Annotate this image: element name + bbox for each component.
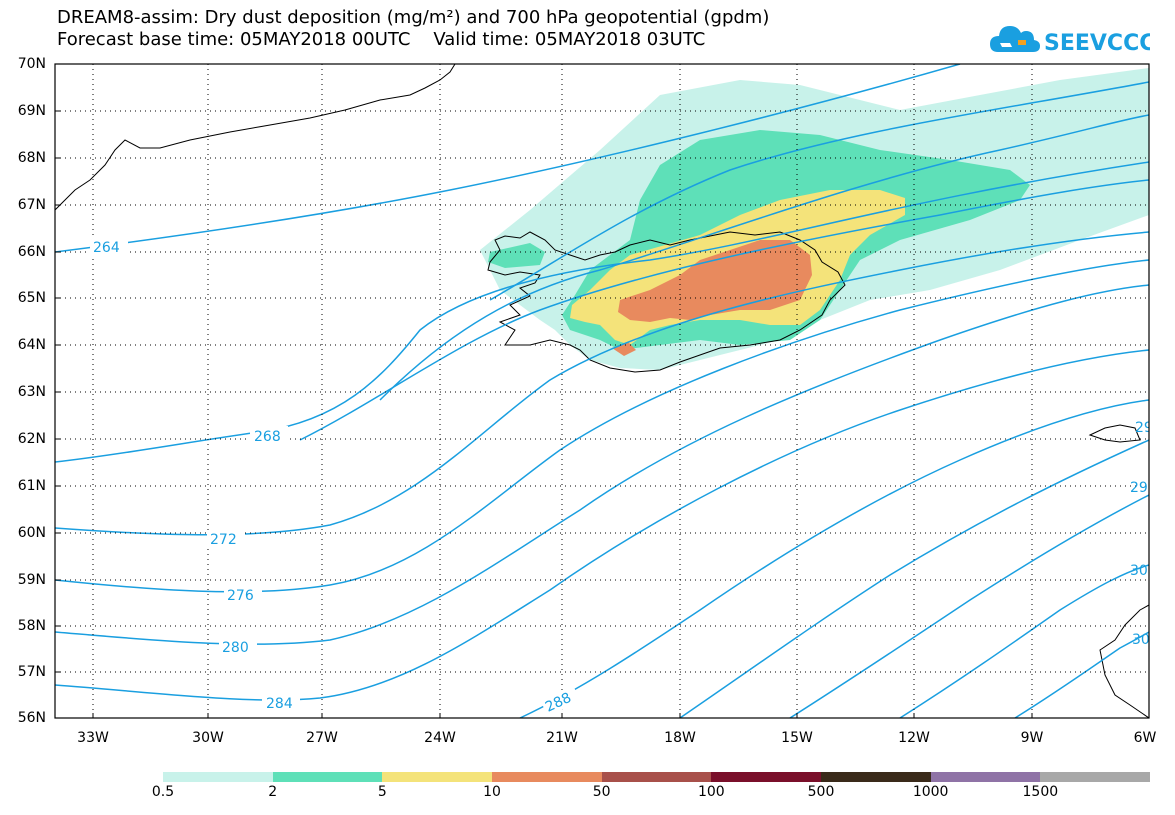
- contour-label-300: 30: [1130, 563, 1148, 579]
- contour-label-264: 264: [93, 240, 120, 256]
- color-legend: [163, 772, 1151, 782]
- lon-label-15w: 15W: [781, 730, 813, 746]
- lon-label-30w: 30W: [192, 730, 224, 746]
- lat-label-57n: 57N: [17, 664, 46, 680]
- contour-266: [379, 114, 1149, 401]
- contour-label-group: 264 268 272 276 280 284 288 29 29 30 30: [90, 238, 1153, 717]
- contour-272: [55, 231, 1149, 536]
- contour-label-304: 30: [1132, 632, 1150, 648]
- legend-label-3: 10: [483, 784, 501, 800]
- dust-level-2b: [488, 243, 545, 268]
- dust-level-10: [618, 240, 812, 322]
- lon-label-21w: 21W: [546, 730, 578, 746]
- lat-label-58n: 58N: [17, 618, 46, 634]
- map-title: DREAM8-assim: Dry dust deposition (mg/m²…: [57, 7, 770, 28]
- map-plot-area: 264 268 272 276 280 284 288 29 29 30 30: [55, 64, 1153, 718]
- legend-swatch-2: [382, 772, 493, 782]
- legend-swatch-4: [601, 772, 712, 782]
- contour-264: [55, 64, 961, 253]
- legend-label-1: 2: [268, 784, 278, 800]
- legend-swatch-0: [163, 772, 273, 782]
- contour-label-272: 272: [210, 532, 237, 548]
- legend-swatch-6: [821, 772, 931, 782]
- legend-swatch-7: [930, 772, 1041, 782]
- contour-292: [679, 439, 1149, 718]
- cloud-logo-icon: SEEVCCC: [990, 26, 1155, 56]
- lat-label-69n: 69N: [17, 103, 46, 119]
- contour-label-268: 268: [254, 429, 281, 445]
- legend-swatch-1: [272, 772, 383, 782]
- contour-268: [55, 161, 1149, 463]
- contour-300: [899, 564, 1149, 718]
- legend-label-6: 500: [807, 784, 835, 800]
- axis-ticks: [55, 63, 1033, 718]
- lat-label-65n: 65N: [17, 290, 46, 306]
- faroe-coast: [1088, 424, 1141, 443]
- legend-swatch-3: [492, 772, 602, 782]
- lon-label-24w: 24W: [424, 730, 456, 746]
- lat-label-70n: 70N: [17, 56, 46, 72]
- lon-label-18w: 18W: [664, 730, 696, 746]
- legend-label-4: 50: [592, 784, 611, 800]
- contour-264b: [489, 81, 1149, 301]
- lat-label-59n: 59N: [17, 572, 46, 588]
- svg-text:SEEVCCC: SEEVCCC: [1044, 31, 1150, 56]
- contour-288: [519, 399, 1149, 718]
- legend-label-0: 0.5: [151, 784, 175, 800]
- contour-label-280: 280: [222, 640, 249, 656]
- lat-label-63n: 63N: [17, 384, 46, 400]
- legend-label-2: 5: [377, 784, 387, 800]
- lat-label-67n: 67N: [17, 197, 46, 213]
- legend-label-5: 100: [697, 784, 725, 800]
- graticule: [55, 64, 1149, 718]
- coastlines: [55, 64, 1149, 718]
- lat-label-68n: 68N: [17, 150, 46, 166]
- lat-label-62n: 62N: [17, 431, 46, 447]
- legend-swatch-8: [1040, 772, 1151, 782]
- greenland-coast: [55, 64, 456, 211]
- contour-label-296: 29: [1130, 480, 1148, 496]
- lon-label-33w: 33W: [77, 730, 109, 746]
- legend-label-7: 1000: [912, 784, 949, 800]
- lon-label-27w: 27W: [306, 730, 338, 746]
- contour-284: [55, 349, 1149, 701]
- lon-label-9w: 9W: [1020, 730, 1044, 746]
- lat-label-64n: 64N: [17, 337, 46, 353]
- lat-label-66n: 66N: [17, 244, 46, 260]
- lat-label-60n: 60N: [17, 525, 46, 541]
- map-frame: [54, 63, 1150, 719]
- lon-label-6w: 6W: [1133, 730, 1157, 746]
- legend-swatch-5: [711, 772, 822, 782]
- iceland-coast: [487, 231, 846, 373]
- contour-296: [789, 494, 1149, 718]
- legend-label-8: 1500: [1022, 784, 1059, 800]
- map-subtitle: Forecast base time: 05MAY2018 00UTC Vali…: [57, 29, 706, 50]
- contour-label-284: 284: [266, 696, 293, 712]
- lon-label-12w: 12W: [898, 730, 930, 746]
- lat-label-56n: 56N: [17, 710, 46, 726]
- contour-label-276: 276: [227, 588, 254, 604]
- scotland-coast: [1099, 604, 1149, 718]
- seevccc-logo: SEEVCCC: [990, 18, 1155, 60]
- contour-304: [1014, 631, 1149, 718]
- contour-270: [299, 179, 1149, 441]
- lat-label-61n: 61N: [17, 478, 46, 494]
- contour-label-292a: 29: [1135, 420, 1153, 436]
